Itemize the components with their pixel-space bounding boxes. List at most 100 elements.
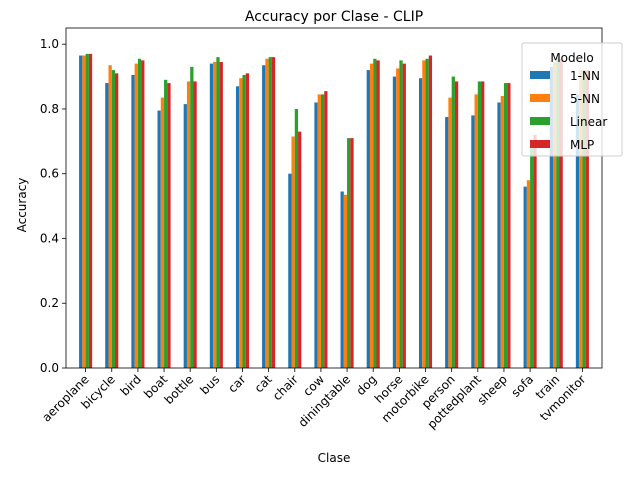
bar-5-nn-cow	[317, 94, 321, 368]
bar-mlp-diningtable	[350, 138, 354, 368]
bar-5-nn-diningtable	[343, 194, 348, 368]
bar-1-nn-train	[549, 66, 553, 369]
y-axis-title: Accuracy	[15, 178, 29, 233]
bar-5-nn-train	[552, 62, 557, 368]
bar-mlp-chair	[298, 131, 302, 368]
plot-frame	[65, 27, 603, 369]
bar-mlp-car	[245, 73, 250, 368]
x-tick-label: chair	[270, 372, 301, 403]
bar-linear-bus	[216, 57, 220, 368]
bar-mlp-aeroplane	[88, 53, 93, 369]
bar-linear-bird	[137, 58, 142, 368]
bar-linear-pottedplant	[477, 81, 482, 369]
bar-linear-sofa	[530, 141, 534, 368]
y-tick-label: 0.2	[40, 296, 59, 310]
bar-mlp-pottedplant	[481, 81, 485, 369]
bar-1-nn-person	[445, 117, 449, 368]
bar-1-nn-chair	[288, 173, 292, 368]
bar-mlp-bird	[141, 60, 145, 368]
x-tick-label: bird	[118, 372, 144, 398]
bar-linear-chair	[294, 108, 299, 368]
bar-linear-horse	[399, 60, 403, 368]
y-tick-label: 0.0	[40, 361, 59, 375]
bar-5-nn-chair	[291, 136, 295, 368]
bar-mlp-bus	[219, 62, 223, 368]
bar-5-nn-tvmonitor	[579, 70, 583, 368]
bar-5-nn-sofa	[526, 180, 531, 368]
bar-1-nn-bicycle	[105, 83, 109, 369]
bar-linear-sheep	[503, 83, 508, 369]
bar-5-nn-horse	[396, 68, 400, 368]
bar-1-nn-bird	[131, 74, 135, 368]
bar-mlp-cow	[324, 91, 328, 368]
bar-1-nn-cow	[314, 102, 318, 368]
bar-mlp-sheep	[507, 83, 511, 369]
bar-5-nn-pottedplant	[474, 94, 478, 368]
bar-5-nn-bottle	[186, 81, 191, 369]
legend-label: 1-NN	[570, 69, 600, 83]
bar-linear-car	[242, 74, 246, 368]
legend-title: Modelo	[550, 51, 593, 65]
legend-swatch-linear	[530, 117, 550, 125]
bar-5-nn-cat	[265, 58, 269, 368]
bar-linear-dog	[373, 58, 377, 368]
bar-1-nn-pottedplant	[471, 115, 475, 369]
legend-label: 5-NN	[570, 92, 600, 106]
chart-title: Accuracy por Clase - CLIP	[245, 9, 423, 25]
bar-linear-train	[556, 57, 560, 368]
y-tick-label: 0.8	[40, 102, 59, 116]
bar-linear-motorbike	[425, 58, 429, 368]
bar-5-nn-dog	[369, 63, 374, 369]
bar-5-nn-bird	[134, 63, 138, 369]
legend-swatch-mlp	[530, 140, 550, 148]
bar-mlp-bottle	[193, 81, 197, 369]
bar-mlp-person	[454, 81, 459, 369]
bar-mlp-motorbike	[428, 55, 433, 369]
bar-mlp-dog	[376, 60, 380, 368]
x-tick-label: bottle	[162, 372, 197, 407]
bar-1-nn-aeroplane	[79, 55, 83, 369]
legend: Modelo 1-NN 5-NN Linear MLP	[521, 42, 623, 157]
bar-linear-person	[451, 76, 455, 368]
bar-mlp-tvmonitor	[585, 70, 589, 368]
bar-linear-bicycle	[111, 70, 116, 368]
bar-linear-bottle	[190, 66, 194, 369]
bar-1-nn-car	[235, 86, 240, 368]
bar-1-nn-boat	[157, 110, 161, 368]
bar-linear-diningtable	[347, 138, 351, 368]
bar-5-nn-motorbike	[422, 60, 426, 368]
bar-1-nn-dog	[366, 70, 370, 368]
bar-1-nn-motorbike	[418, 78, 423, 368]
legend-label: MLP	[570, 138, 594, 152]
x-tick-label: sofa	[509, 372, 537, 400]
bar-5-nn-aeroplane	[82, 55, 86, 369]
bar-1-nn-tvmonitor	[575, 94, 580, 368]
bar-mlp-sofa	[533, 134, 537, 368]
y-tick-label: 0.6	[40, 167, 59, 181]
y-tick-label: 0.4	[40, 231, 59, 245]
bar-1-nn-horse	[392, 76, 397, 368]
x-axis-title: Clase	[318, 451, 351, 465]
x-tick-label: bus	[197, 372, 222, 397]
bar-linear-boat	[164, 79, 168, 368]
legend-label: Linear	[570, 115, 607, 129]
bar-1-nn-diningtable	[340, 191, 344, 368]
x-tick-label: car	[225, 372, 248, 395]
bar-mlp-train	[559, 58, 563, 368]
x-tick-label: sheep	[475, 372, 511, 408]
bar-5-nn-bicycle	[108, 65, 112, 369]
legend-swatch-1-nn	[530, 71, 550, 79]
legend-swatch-5-nn	[530, 94, 550, 102]
bar-1-nn-sheep	[497, 102, 501, 368]
bar-linear-cat	[268, 57, 272, 368]
bar-1-nn-cat	[262, 65, 266, 369]
bar-1-nn-bottle	[183, 104, 187, 368]
bar-mlp-horse	[402, 63, 406, 369]
bar-mlp-bicycle	[115, 73, 119, 368]
bar-mlp-boat	[167, 83, 171, 369]
bar-linear-tvmonitor	[582, 70, 586, 368]
bar-1-nn-sofa	[523, 186, 527, 368]
bar-5-nn-boat	[160, 97, 165, 369]
bar-mlp-cat	[271, 57, 276, 368]
